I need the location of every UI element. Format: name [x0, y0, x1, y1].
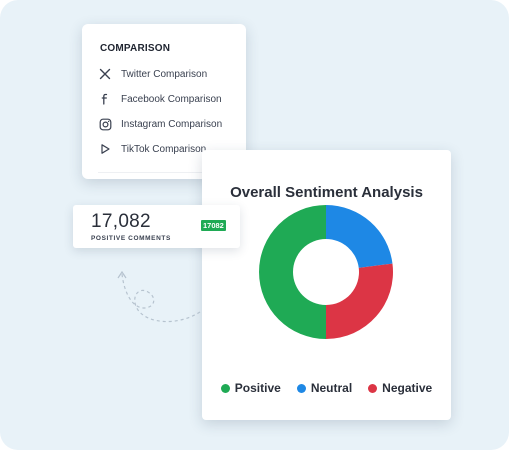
comparison-menu-title: COMPARISON	[100, 43, 171, 54]
legend-label-negative: Negative	[382, 381, 433, 395]
menu-item-twitter-comparison[interactable]: Twitter Comparison	[98, 65, 207, 83]
menu-divider	[98, 172, 230, 173]
instagram-icon	[98, 117, 112, 131]
menu-item-instagram-comparison[interactable]: Instagram Comparison	[98, 115, 222, 133]
menu-item-label: TikTok Comparison	[121, 143, 207, 155]
donut-slice-positive[interactable]	[259, 205, 326, 339]
legend-item-neutral[interactable]: Neutral	[296, 381, 353, 395]
facebook-icon	[98, 92, 112, 106]
legend-label-positive: Positive	[234, 381, 281, 395]
dashed-connector-arrow	[117, 270, 201, 323]
sentiment-donut-chart	[259, 205, 393, 339]
positive-comments-card: 17,082 POSITIVE COMMENTS 17082	[73, 205, 240, 248]
menu-item-tiktok-comparison[interactable]: TikTok Comparison	[98, 140, 206, 158]
menu-item-label: Facebook Comparison	[121, 93, 222, 105]
legend-item-positive[interactable]: Positive	[220, 381, 281, 395]
sentiment-title: Overall Sentiment Analysis	[230, 184, 423, 201]
positive-comments-label: POSITIVE COMMENTS	[91, 235, 171, 242]
chart-legend: Positive Neutral Negative	[202, 381, 451, 395]
x-twitter-icon	[98, 67, 112, 81]
legend-item-negative[interactable]: Negative	[368, 381, 432, 395]
legend-dot-negative	[368, 383, 378, 393]
play-icon	[98, 142, 112, 156]
sentiment-card: Overall Sentiment Analysis Positive Neut…	[202, 150, 451, 420]
menu-item-label: Twitter Comparison	[121, 68, 208, 80]
menu-item-label: Instagram Comparison	[121, 118, 223, 130]
donut-slice-neutral[interactable]	[326, 205, 393, 268]
legend-dot-neutral	[296, 383, 306, 393]
legend-dot-positive	[220, 383, 230, 393]
legend-label-neutral: Neutral	[310, 381, 353, 395]
donut-slice-negative[interactable]	[326, 263, 393, 339]
positive-comments-value: 17,082	[91, 211, 151, 232]
positive-comments-badge: 17082	[201, 220, 226, 231]
menu-item-facebook-comparison[interactable]: Facebook Comparison	[98, 90, 222, 108]
